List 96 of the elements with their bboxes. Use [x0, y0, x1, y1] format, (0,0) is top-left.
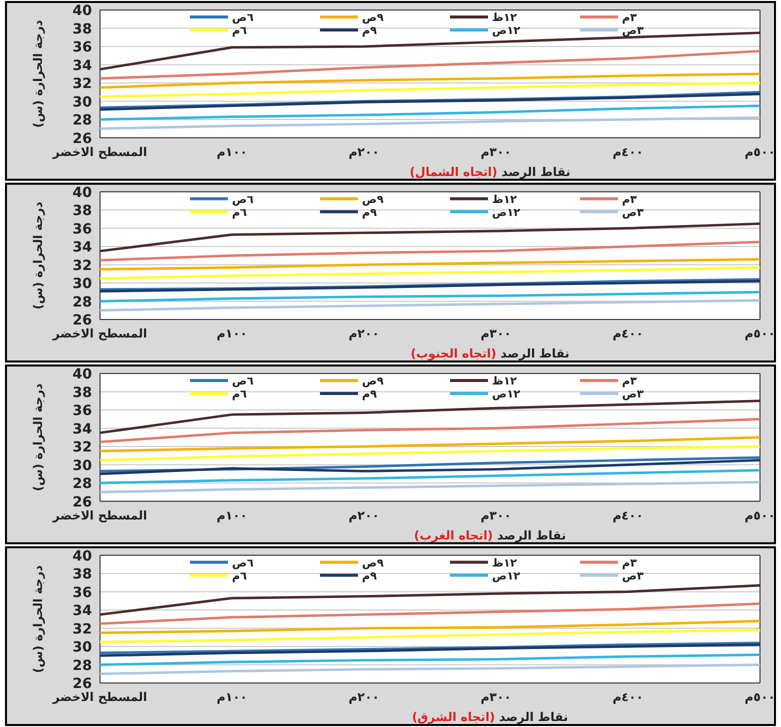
legend-label: ٦م [232, 24, 248, 37]
x-tick-label: ١٠٠م [216, 690, 248, 704]
y-tick-label: 30 [72, 640, 92, 656]
x-tick-label: المسطح الاخضر [52, 690, 148, 704]
x-tick-label: ١٠٠م [216, 144, 248, 159]
legend-label: ٩ص [362, 556, 384, 570]
x-tick-label: ٣٠٠م [480, 508, 512, 522]
x-tick-label: المسطح الاخضر [52, 144, 148, 159]
y-tick-label: 30 [72, 276, 92, 292]
x-tick-label: ٥٠٠م [744, 508, 776, 522]
legend-label: ٩م [362, 206, 378, 219]
y-axis-title: درجة الحرارة (س) [31, 565, 45, 673]
legend-label: ١٢ص [492, 206, 521, 219]
legend-label: ١٢ص [492, 24, 521, 37]
y-tick-label: 34 [72, 58, 92, 74]
x-tick-label: ٢٠٠م [348, 144, 380, 159]
x-tick-label: ٣٠٠م [480, 326, 512, 340]
y-tick-label: 28 [72, 294, 92, 310]
legend-label: ٦ص [232, 374, 254, 388]
x-tick-label: ٤٠٠م [612, 326, 644, 340]
y-tick-label: 34 [72, 421, 92, 438]
y-tick-label: 26 [72, 676, 92, 692]
legend-label: ٣ص [622, 24, 644, 37]
legend-label: ٦م [232, 206, 248, 219]
y-tick-label: 28 [72, 476, 92, 492]
x-axis-title: نقاط الرصد (اتجاه الشمال) [410, 164, 570, 179]
y-tick-label: 38 [72, 566, 92, 582]
y-tick-label: 32 [72, 76, 92, 92]
legend-label: ١٢ظ [492, 192, 518, 206]
x-tick-label: ٤٠٠م [612, 144, 644, 159]
x-tick-label: ١٠٠م [216, 326, 248, 340]
y-tick-label: 38 [72, 203, 92, 219]
x-tick-label: ٢٠٠م [348, 326, 380, 340]
y-tick-label: 40 [72, 184, 92, 201]
x-tick-label: ٣٠٠م [480, 690, 512, 704]
legend-label: ٩ص [362, 11, 384, 24]
legend-label: ١٢ظ [492, 374, 518, 388]
y-tick-label: 40 [72, 548, 92, 564]
y-tick-label: 32 [72, 258, 92, 274]
x-tick-label: ٤٠٠م [612, 690, 644, 704]
y-tick-label: 34 [72, 240, 92, 256]
x-tick-label: ٥٠٠م [744, 144, 776, 159]
y-tick-label: 36 [72, 584, 92, 601]
y-tick-label: 38 [72, 384, 92, 401]
legend-label: ١٢ظ [492, 11, 518, 24]
y-tick-label: 36 [72, 40, 92, 56]
legend-label: ٩ص [362, 192, 384, 206]
y-tick-label: 26 [72, 130, 92, 147]
y-tick-label: 40 [72, 3, 92, 19]
x-axis-title: نقاط الرصد (اتجاه الشرق) [412, 710, 568, 724]
legend-label: ١٢ص [492, 388, 521, 400]
y-tick-label: 26 [72, 494, 92, 510]
legend-label: ١٢ظ [492, 556, 518, 570]
legend-label: ٦ص [232, 11, 254, 24]
x-tick-label: ٤٠٠م [612, 508, 644, 522]
legend-label: ١٢ص [492, 569, 521, 582]
y-tick-label: 34 [72, 603, 92, 619]
x-tick-label: ٢٠٠م [348, 690, 380, 704]
y-tick-label: 40 [72, 366, 92, 382]
legend-label: ٣م [622, 374, 638, 388]
x-tick-label: المسطح الاخضر [52, 508, 148, 522]
x-tick-label: ٢٠٠م [348, 508, 380, 522]
y-tick-label: 32 [72, 621, 92, 638]
y-tick-label: 30 [72, 458, 92, 474]
y-axis-title: درجة الحرارة (س) [31, 384, 45, 492]
x-tick-label: ٥٠٠م [744, 690, 776, 704]
x-axis-title: نقاط الرصد (اتجاه الغرب) [414, 528, 566, 542]
legend-label: ٦م [232, 569, 248, 582]
legend-label: ٩م [362, 569, 378, 582]
x-tick-label: المسطح الاخضر [52, 326, 148, 340]
y-axis-title: درجة الحرارة (س) [31, 202, 45, 310]
y-tick-label: 32 [72, 440, 92, 456]
y-tick-label: 36 [72, 221, 92, 238]
x-tick-label: ٥٠٠م [744, 326, 776, 340]
x-tick-label: ١٠٠م [216, 508, 248, 522]
y-tick-label: 28 [72, 658, 92, 674]
legend-label: ٩ص [362, 374, 384, 388]
legend-label: ٦م [232, 388, 248, 400]
legend-label: ٦ص [232, 556, 254, 570]
legend-label: ٩م [362, 388, 378, 400]
y-tick-label: 26 [72, 312, 92, 328]
y-axis-title: درجة الحرارة (س) [31, 20, 45, 128]
legend-label: ٦ص [232, 192, 254, 206]
y-tick-label: 28 [72, 112, 92, 128]
legend-label: ٣م [622, 11, 638, 24]
x-tick-label: ٣٠٠م [480, 144, 512, 159]
legend-label: ٣ص [622, 388, 644, 400]
y-tick-label: 38 [72, 21, 92, 38]
y-tick-label: 30 [72, 94, 92, 110]
x-axis-title: نقاط الرصد (اتجاه الجنوب) [410, 346, 570, 360]
legend-label: ٣ص [622, 569, 644, 582]
y-tick-label: 36 [72, 403, 92, 419]
legend-label: ٣م [622, 192, 638, 206]
legend-label: ٣م [622, 556, 638, 570]
legend-label: ٩م [362, 24, 378, 37]
legend-label: ٣ص [622, 206, 644, 219]
